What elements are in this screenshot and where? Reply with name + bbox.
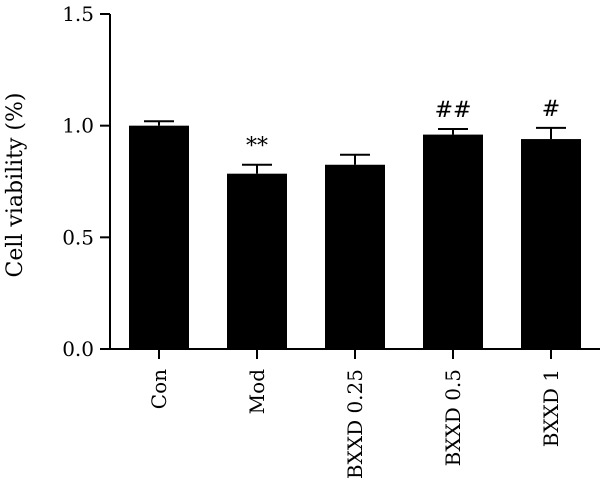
axes: 0.0 0.5 1.0 1.5 Con Mod BXXD 0.25 BXXD 0.5 BXXD …	[62, 2, 600, 479]
x-tick-label: BXXD 0.25	[343, 369, 367, 479]
bar	[423, 134, 483, 349]
y-tick-label: 1.5	[62, 2, 94, 26]
significance-label: #	[542, 97, 560, 122]
x-tick-label: Mod	[245, 369, 269, 415]
bars: **## #	[129, 97, 581, 350]
significance-label: ##	[435, 98, 472, 123]
x-tick-label: BXXD 0.5	[441, 369, 465, 466]
y-tick-label: 1.0	[62, 114, 94, 138]
bar	[521, 139, 581, 349]
x-tick-label: Con	[147, 369, 171, 409]
bar	[325, 164, 385, 349]
significance-label: **	[246, 134, 268, 159]
y-axis-label: Cell viability (%)	[3, 92, 28, 277]
bar	[129, 125, 189, 350]
bar	[227, 173, 287, 349]
x-tick-label: BXXD 1	[539, 369, 563, 447]
y-tick-label: 0.5	[62, 225, 94, 249]
y-tick-label: 0.0	[62, 337, 94, 361]
